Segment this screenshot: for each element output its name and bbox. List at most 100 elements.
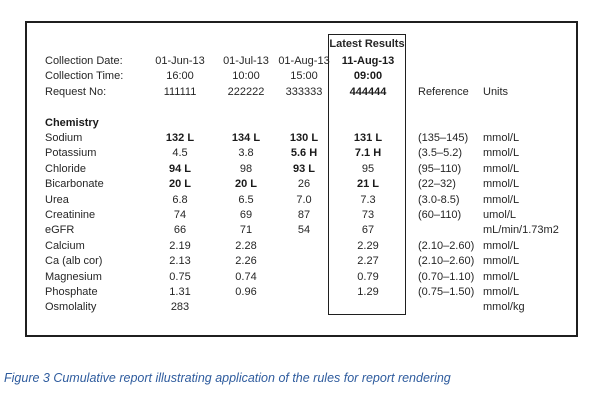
table-row: Request No: 111111 222222 333333 444444 Refer… (27, 85, 576, 100)
latest-results-label: Latest Results (329, 38, 405, 50)
row-label: Sodium (45, 132, 83, 145)
value-col2: 71 (239, 224, 253, 237)
value-col3: 7.0 (296, 193, 312, 206)
reference-range: (0.75–1.50) (418, 286, 475, 299)
value-col2 (215, 100, 277, 115)
value-col2 (215, 300, 277, 315)
reference-range (405, 69, 478, 84)
row-label: Bicarbonate (45, 178, 104, 191)
value-latest: 1.29 (357, 286, 379, 299)
row-label: Ca (alb cor) (45, 255, 103, 268)
value-latest: 73 (361, 209, 375, 222)
value-latest: 67 (361, 224, 375, 237)
value-col1: 94 L (168, 162, 191, 175)
value-col2: 01-Jul-13 (223, 55, 269, 67)
value-col2 (215, 116, 277, 131)
value-latest: 0.79 (357, 270, 379, 283)
value-col3: 01-Aug-13 (278, 55, 330, 67)
value-latest: 09:00 (353, 70, 383, 83)
row-label: Request No: (45, 85, 107, 98)
row-label: Magnesium (45, 270, 102, 283)
table-row: Osmolality 283 mmol/kg (27, 300, 576, 315)
value-col1: 283 (170, 301, 190, 314)
units: mmol/L (483, 286, 520, 299)
reference-range (405, 100, 478, 115)
row-label: Calcium (45, 239, 85, 252)
reference-range: (2.10–2.60) (418, 255, 475, 268)
reference-range: (0.70–1.10) (418, 270, 475, 283)
value-col1: 01-Jun-13 (155, 55, 205, 67)
value-col1: 66 (173, 224, 187, 237)
value-col2: 3.8 (238, 147, 254, 160)
units: mL/min/1.73m2 (483, 224, 559, 237)
reference-range: (2.10–2.60) (418, 239, 475, 252)
value-latest: 95 (361, 162, 375, 175)
units (478, 100, 576, 115)
value-col1: 1.31 (169, 286, 191, 299)
value-col1: 74 (173, 209, 187, 222)
value-col1: 111111 (163, 85, 197, 98)
value-col2: 98 (239, 162, 253, 175)
table-row: eGFR 66 71 54 67 mL/min/1.73m2 (27, 223, 576, 238)
row-label (27, 100, 145, 115)
value-col3: 26 (297, 178, 311, 191)
table-row: Magnesium 0.75 0.74 0.79 (0.70–1.10) mmol/L (27, 270, 576, 285)
table-row (27, 100, 576, 115)
units: mmol/L (483, 147, 520, 160)
table-row: Chemistry (27, 116, 576, 131)
value-col1: 16:00 (166, 70, 194, 83)
value-latest: 444444 (349, 85, 387, 98)
table-row: Creatinine 74 69 87 73 (60–110) umol/L (27, 208, 576, 223)
reference-range: (3.5–5.2) (418, 147, 463, 160)
value-col2: 0.74 (235, 270, 257, 283)
row-label: Potassium (45, 147, 97, 160)
reference-range: (3.0-8.5) (418, 193, 460, 206)
value-col1: 132 L (165, 132, 195, 145)
value-col3: 5.6 H (290, 147, 318, 160)
value-col3: 333333 (285, 85, 323, 98)
value-col2: 2.26 (235, 255, 257, 268)
units: mmol/L (483, 255, 520, 268)
value-col3: 15:00 (290, 70, 318, 83)
value-latest (331, 116, 405, 131)
table-row: Phosphate 1.31 0.96 1.29 (0.75–1.50) mmol/L (27, 285, 576, 300)
table-row: Ca (alb cor) 2.13 2.26 2.27 (2.10–2.60) mmol/… (27, 254, 576, 269)
value-col1: 6.8 (172, 193, 188, 206)
value-latest (331, 100, 405, 115)
row-label: Collection Time: (45, 70, 124, 83)
reference-range (405, 300, 478, 315)
reference-range: (22–32) (418, 178, 456, 191)
reference-range: Reference (418, 85, 469, 98)
reference-range (405, 223, 478, 238)
value-col2: 134 L (231, 132, 261, 145)
value-latest: 7.3 (360, 193, 376, 206)
value-col1 (145, 116, 215, 131)
value-col2: 69 (239, 209, 253, 222)
units: mmol/L (483, 132, 520, 145)
value-col3: 54 (297, 224, 311, 237)
table-row: Collection Date: 01-Jun-13 01-Jul-13 01-Aug… (27, 54, 576, 69)
value-col3 (277, 270, 331, 285)
row-label: Osmolality (45, 301, 97, 314)
value-col2: 10:00 (232, 70, 260, 83)
value-latest: 131 L (353, 132, 383, 145)
reference-range: (135–145) (418, 132, 469, 145)
value-col1: 0.75 (169, 270, 191, 283)
row-label: Urea (45, 193, 69, 206)
value-col3: 87 (297, 209, 311, 222)
value-col1: 20 L (168, 178, 191, 191)
units (478, 69, 576, 84)
cumulative-report-table: Collection Date: 01-Jun-13 01-Jul-13 01-Aug… (27, 54, 576, 316)
row-label: Phosphate (45, 286, 98, 299)
units: umol/L (483, 209, 517, 222)
row-label: eGFR (45, 224, 75, 237)
value-col3 (277, 300, 331, 315)
row-label: Collection Date: (45, 55, 123, 67)
table-row: Potassium 4.5 3.8 5.6 H 7.1 H (3.5–5.2) mmol/L (27, 146, 576, 161)
value-col1: 2.13 (169, 255, 191, 268)
value-latest: 2.29 (357, 239, 379, 252)
value-col2: 20 L (234, 178, 257, 191)
value-col3 (277, 285, 331, 300)
table-row: Sodium 132 L 134 L 130 L 131 L (135–145) mmol/… (27, 131, 576, 146)
